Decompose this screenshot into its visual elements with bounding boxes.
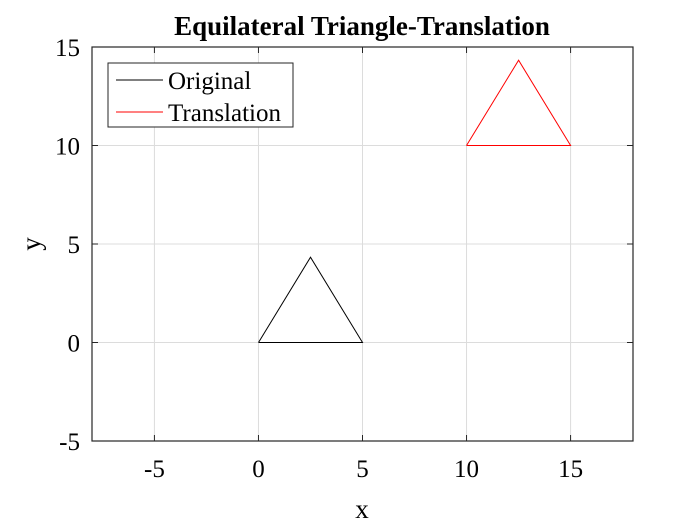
y-tick-label: 0 [68, 331, 81, 358]
legend: Original Translation [107, 62, 294, 128]
x-tick-label: 15 [558, 456, 583, 483]
x-tick-label: 0 [252, 456, 265, 483]
y-tick-label: 15 [55, 35, 80, 62]
y-tick-label: -5 [59, 429, 80, 456]
y-axis-label: y [16, 237, 46, 251]
plot-series [258, 59, 572, 343]
y-tick-label: 10 [55, 134, 80, 161]
series-line-original [258, 256, 364, 343]
x-tick-label: 10 [454, 456, 479, 483]
tick-labels: -5 0 5 10 15 -5 0 5 10 15 [55, 35, 583, 483]
y-tick-label: 5 [68, 232, 81, 259]
series-line-translation [466, 59, 572, 146]
legend-box [107, 62, 294, 128]
legend-label-original: Original [168, 68, 251, 95]
x-tick-label: -5 [144, 456, 165, 483]
x-tick-label: 5 [356, 456, 369, 483]
axis-ticks [92, 46, 633, 442]
chart-title: Equilateral Triangle-Translation [174, 11, 550, 41]
x-axis-label: x [355, 494, 369, 524]
legend-label-translation: Translation [168, 100, 281, 127]
